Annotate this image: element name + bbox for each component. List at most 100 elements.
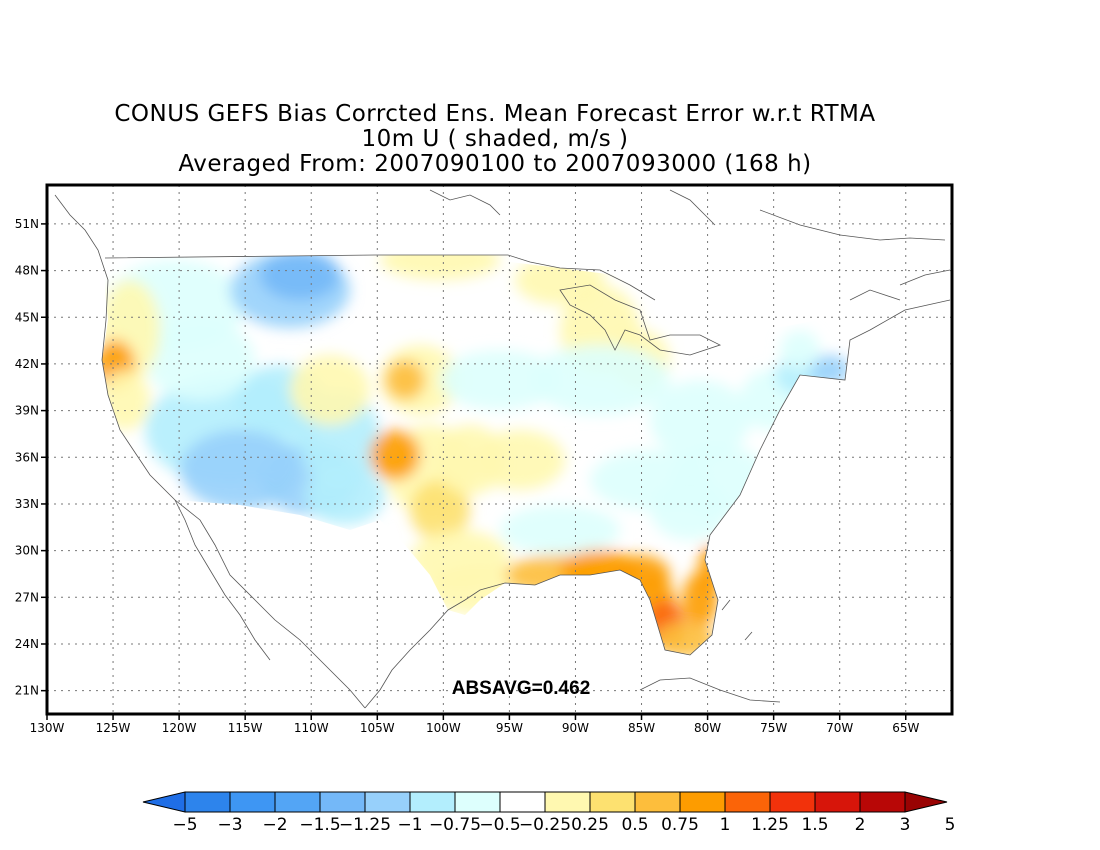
colorbar-label: 0.75 — [661, 815, 699, 835]
error-blob — [380, 255, 500, 280]
error-blob — [698, 545, 722, 595]
colorbar-swatch — [184, 791, 231, 813]
colorbar-swatch — [229, 791, 276, 813]
error-blob — [780, 330, 820, 370]
colorbar-swatch — [679, 791, 726, 813]
lat-tick-label: 36N — [15, 450, 39, 464]
hudson-outline — [429, 189, 716, 226]
colorbar-label: 1.25 — [751, 815, 789, 835]
colorbar-arrow-left — [142, 791, 186, 813]
lon-tick-label: 110W — [294, 721, 329, 735]
error-blob — [260, 255, 340, 300]
error-blob — [650, 380, 750, 460]
colorbar-swatch — [499, 791, 546, 813]
lon-tick-label: 90W — [562, 721, 589, 735]
colorbar-label: −0.75 — [429, 815, 481, 835]
colorbar-swatch — [454, 791, 501, 813]
title-line-2: 10m U ( shaded, m/s ) — [361, 126, 629, 152]
coastline-outlines — [54, 189, 951, 709]
error-blob — [370, 430, 420, 480]
colorbar-label: −1.25 — [339, 815, 391, 835]
colorbar-label: −3 — [217, 815, 242, 835]
absavg-annotation: ABSAVG=0.462 — [452, 678, 591, 699]
lat-tick-label: 33N — [15, 497, 39, 511]
colorbar-label: 2 — [855, 815, 866, 835]
error-blob — [500, 505, 620, 555]
error-field — [102, 255, 850, 655]
lon-tick-label: 115W — [228, 721, 263, 735]
colorbar-label: −1 — [397, 815, 422, 835]
lon-tick-label: 80W — [694, 721, 721, 735]
colorbar-swatch — [319, 791, 366, 813]
colorbar-swatch — [274, 791, 321, 813]
canada-coast-outline — [759, 209, 951, 301]
latitude-axis: 21N 24N 27N 30N 33N 36N 39N 42N 45N 48N 51N — [15, 217, 47, 698]
gulf-mexico-outline — [364, 534, 719, 709]
colorbar-label: 1.5 — [801, 815, 828, 835]
error-blob — [102, 370, 150, 430]
great-lakes-outline — [559, 284, 722, 356]
lat-tick-label: 24N — [15, 637, 39, 651]
lon-tick-label: 70W — [826, 721, 853, 735]
lon-tick-label: 125W — [96, 721, 131, 735]
error-blob — [410, 480, 470, 540]
lon-tick-label: 95W — [496, 721, 523, 735]
lat-tick-label: 21N — [15, 684, 39, 698]
lat-tick-label: 51N — [15, 217, 39, 231]
error-blob — [530, 345, 670, 415]
error-blob — [305, 465, 385, 525]
lat-tick-label: 30N — [15, 544, 39, 558]
lon-tick-label: 75W — [760, 721, 787, 735]
error-blob — [440, 350, 560, 410]
colorbar-label: −0.5 — [479, 815, 520, 835]
canada-border-outline — [104, 254, 656, 301]
error-blob — [385, 360, 425, 400]
colorbar-swatch — [769, 791, 816, 813]
colorbar: −5 −3 −2 −1.5−1.25 −1 −0.75−0.5−0.25 0.25 0.5 0.… — [142, 791, 956, 835]
colorbar-swatch — [589, 791, 636, 813]
colorbar-swatch — [814, 791, 861, 813]
colorbar-swatch — [409, 791, 456, 813]
lon-tick-label: 105W — [360, 721, 395, 735]
colorbar-label: 3 — [900, 815, 911, 835]
lon-tick-label: 130W — [30, 721, 65, 735]
colorbar-swatch — [544, 791, 591, 813]
colorbar-swatch — [724, 791, 771, 813]
colorbar-label: −1.5 — [299, 815, 340, 835]
colorbar-swatch — [634, 791, 681, 813]
lat-tick-label: 48N — [15, 264, 39, 278]
colorbar-label: −2 — [262, 815, 287, 835]
lat-tick-label: 45N — [15, 310, 39, 324]
colorbar-label: 5 — [945, 815, 956, 835]
colorbar-swatch — [364, 791, 411, 813]
lon-tick-label: 120W — [162, 721, 197, 735]
lat-tick-label: 27N — [15, 590, 39, 604]
error-blob — [145, 320, 255, 400]
error-blob — [290, 355, 370, 425]
colorbar-label: 0.25 — [571, 815, 609, 835]
colorbar-label: 0.5 — [621, 815, 648, 835]
error-blob — [340, 570, 420, 630]
colorbar-arrow-right — [904, 791, 948, 813]
west-coast-outline — [54, 194, 366, 709]
cuba-outline — [639, 677, 781, 703]
lon-tick-label: 65W — [892, 721, 919, 735]
bahamas-outline — [721, 599, 753, 641]
error-blob — [650, 480, 730, 540]
map-frame — [45, 183, 954, 716]
error-blob — [410, 530, 510, 590]
longitude-axis: 130W 125W 120W 115W 110W 105W 100W 95W 90W 85W 80W… — [30, 714, 919, 735]
lat-tick-label: 42N — [15, 357, 39, 371]
colorbar-label: −5 — [172, 815, 197, 835]
error-blob — [475, 430, 565, 490]
east-coast-outline — [709, 299, 951, 536]
colorbar-label: 1 — [720, 815, 731, 835]
title-line-1: CONUS GEFS Bias Corrcted Ens. Mean Forec… — [114, 101, 876, 127]
lon-tick-label: 100W — [426, 721, 461, 735]
lon-tick-label: 85W — [628, 721, 655, 735]
title-line-3: Averaged From: 2007090100 to 2007093000 … — [178, 151, 812, 177]
colorbar-label: −0.25 — [519, 815, 571, 835]
lat-tick-label: 39N — [15, 404, 39, 418]
